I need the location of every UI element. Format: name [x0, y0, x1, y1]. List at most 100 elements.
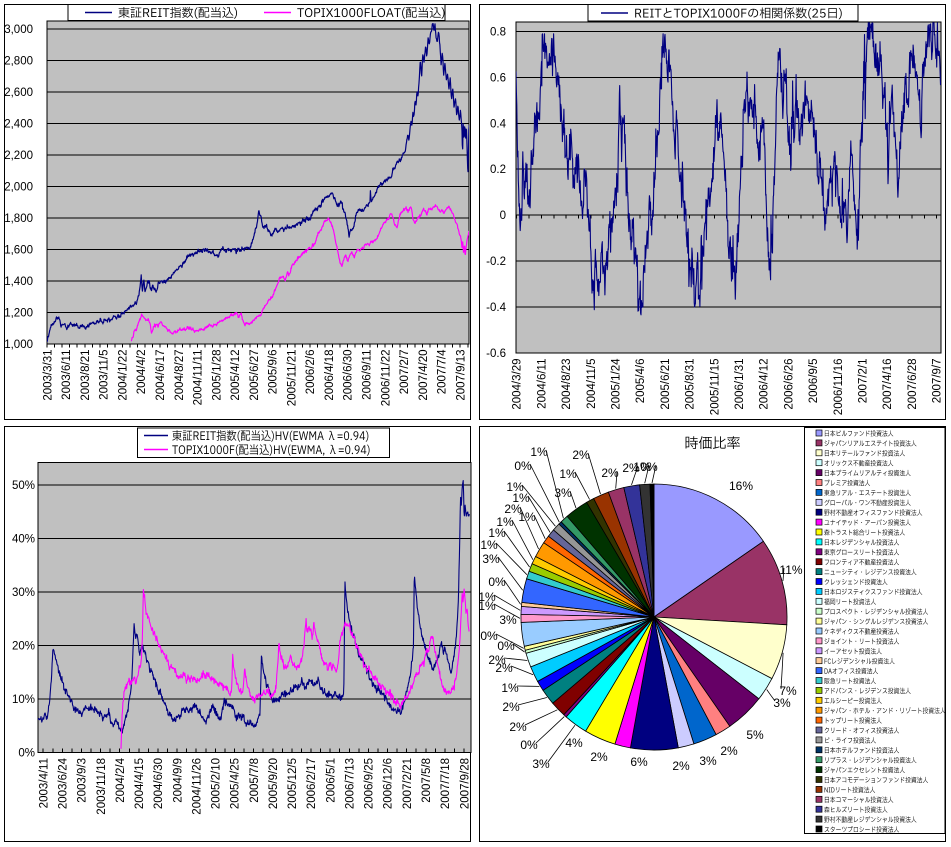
svg-text:2005/4/6: 2005/4/6 [635, 359, 647, 404]
svg-text:2007/2/1: 2007/2/1 [858, 359, 870, 404]
svg-text:2006/5/1: 2006/5/1 [325, 758, 337, 803]
svg-text:2003/3/31: 2003/3/31 [42, 350, 54, 401]
svg-text:0%: 0% [18, 748, 35, 760]
svg-text:1%: 1% [530, 445, 548, 459]
svg-text:2,800: 2,800 [4, 56, 33, 68]
svg-text:1%: 1% [480, 538, 498, 552]
svg-text:1,000: 1,000 [4, 339, 33, 351]
svg-text:50%: 50% [12, 480, 35, 492]
svg-text:1%: 1% [496, 515, 514, 529]
svg-text:1%: 1% [478, 599, 496, 613]
svg-text:2005/11/21: 2005/11/21 [286, 350, 298, 407]
svg-text:1,200: 1,200 [4, 308, 33, 320]
svg-text:2007/6/28: 2007/6/28 [907, 359, 919, 410]
svg-text:2005/6/27: 2005/6/27 [249, 350, 261, 401]
svg-text:1%: 1% [478, 590, 496, 604]
svg-text:2005/4/12: 2005/4/12 [230, 350, 242, 401]
svg-text:3%: 3% [499, 613, 517, 627]
svg-text:2004/4/2: 2004/4/2 [136, 350, 148, 395]
svg-text:2007/9/13: 2007/9/13 [455, 350, 467, 401]
svg-text:2003/9/3: 2003/9/3 [77, 758, 89, 803]
svg-text:2007/2/7: 2007/2/7 [399, 350, 411, 395]
svg-text:2007/2/21: 2007/2/21 [402, 758, 414, 809]
svg-text:4%: 4% [565, 736, 583, 750]
svg-text:2006/6/26: 2006/6/26 [783, 359, 795, 410]
svg-text:0%: 0% [488, 575, 506, 589]
svg-text:2%: 2% [495, 661, 513, 675]
svg-text:2004/8/27: 2004/8/27 [174, 350, 186, 401]
svg-text:1%: 1% [633, 460, 651, 474]
svg-text:3%: 3% [773, 696, 791, 710]
svg-text:2%: 2% [590, 750, 608, 764]
svg-text:2004/3/29: 2004/3/29 [512, 359, 524, 410]
svg-text:2005/9/6: 2005/9/6 [268, 350, 280, 395]
svg-text:2004/1/22: 2004/1/22 [118, 350, 130, 401]
svg-text:2,200: 2,200 [4, 150, 33, 162]
svg-text:2007/9/7: 2007/9/7 [932, 359, 944, 404]
svg-text:16%: 16% [729, 479, 753, 493]
svg-text:2006/9/25: 2006/9/25 [364, 758, 376, 809]
svg-text:0%: 0% [640, 460, 658, 474]
svg-text:2003/8/21: 2003/8/21 [80, 350, 92, 401]
svg-text:2006/1/31: 2006/1/31 [734, 359, 746, 410]
svg-text:2006/11/16: 2006/11/16 [833, 359, 845, 416]
svg-text:2003/6/11: 2003/6/11 [61, 350, 73, 400]
svg-text:2%: 2% [509, 720, 527, 734]
svg-text:2007/4/16: 2007/4/16 [882, 359, 894, 410]
svg-text:2%: 2% [572, 448, 590, 462]
svg-text:0%: 0% [480, 629, 498, 643]
svg-text:2006/9/11: 2006/9/11 [362, 350, 374, 400]
svg-text:1%: 1% [488, 526, 506, 540]
svg-text:2003/11/5: 2003/11/5 [99, 350, 111, 400]
svg-text:0%: 0% [514, 459, 532, 473]
svg-text:2007/5/8: 2007/5/8 [421, 758, 433, 803]
svg-text:1%: 1% [506, 480, 524, 494]
svg-text:2006/12/6: 2006/12/6 [383, 758, 395, 809]
svg-text:20%: 20% [12, 641, 35, 653]
svg-text:2005/2/10: 2005/2/10 [211, 758, 223, 809]
svg-text:2006/6/30: 2006/6/30 [343, 350, 355, 401]
svg-text:2,600: 2,600 [4, 87, 33, 99]
svg-text:2007/4/20: 2007/4/20 [418, 350, 430, 401]
svg-text:2005/4/25: 2005/4/25 [230, 758, 242, 809]
svg-text:0%: 0% [520, 738, 538, 752]
svg-text:2003/11/18: 2003/11/18 [96, 758, 108, 815]
svg-text:2004/6/30: 2004/6/30 [153, 758, 165, 809]
svg-text:2005/1/24: 2005/1/24 [611, 358, 623, 410]
svg-text:1%: 1% [501, 681, 519, 695]
svg-text:11%: 11% [779, 563, 802, 577]
svg-text:1%: 1% [559, 467, 577, 481]
svg-text:2006/4/18: 2006/4/18 [324, 350, 336, 401]
svg-text:2005/9/20: 2005/9/20 [268, 758, 280, 809]
svg-text:2005/7/8: 2005/7/8 [249, 758, 261, 803]
svg-text:0.4: 0.4 [490, 118, 507, 130]
svg-text:2006/11/22: 2006/11/22 [380, 350, 392, 407]
svg-text:6%: 6% [630, 755, 648, 769]
svg-text:2,400: 2,400 [4, 119, 33, 131]
svg-text:2004/11/5: 2004/11/5 [586, 359, 598, 409]
svg-text:2003/6/24: 2003/6/24 [58, 757, 70, 809]
svg-text:3%: 3% [532, 757, 550, 771]
svg-text:3%: 3% [554, 486, 572, 500]
svg-text:2006/9/5: 2006/9/5 [808, 359, 820, 404]
svg-text:2004/4/15: 2004/4/15 [134, 758, 146, 809]
svg-text:2005/11/15: 2005/11/15 [709, 359, 721, 416]
svg-text:2004/6/11: 2004/6/11 [536, 359, 548, 409]
svg-text:-0.4: -0.4 [486, 302, 506, 314]
svg-text:3%: 3% [482, 552, 500, 566]
svg-text:1,600: 1,600 [4, 245, 33, 257]
svg-text:2004/6/17: 2004/6/17 [155, 350, 167, 401]
svg-text:2003/4/11: 2003/4/11 [38, 758, 50, 808]
svg-text:2%: 2% [622, 461, 640, 475]
svg-text:2007/7/18: 2007/7/18 [440, 758, 452, 809]
svg-text:2006/2/17: 2006/2/17 [306, 758, 318, 809]
svg-text:2005/6/21: 2005/6/21 [660, 359, 672, 410]
svg-text:2005/8/31: 2005/8/31 [685, 359, 697, 410]
svg-text:0.6: 0.6 [490, 72, 506, 84]
svg-text:1%: 1% [518, 510, 536, 524]
svg-text:2%: 2% [601, 466, 619, 480]
svg-text:2004/11/11: 2004/11/11 [193, 350, 205, 406]
svg-text:2005/1/28: 2005/1/28 [211, 350, 223, 401]
svg-text:3,000: 3,000 [4, 24, 33, 36]
svg-text:40%: 40% [12, 534, 35, 546]
